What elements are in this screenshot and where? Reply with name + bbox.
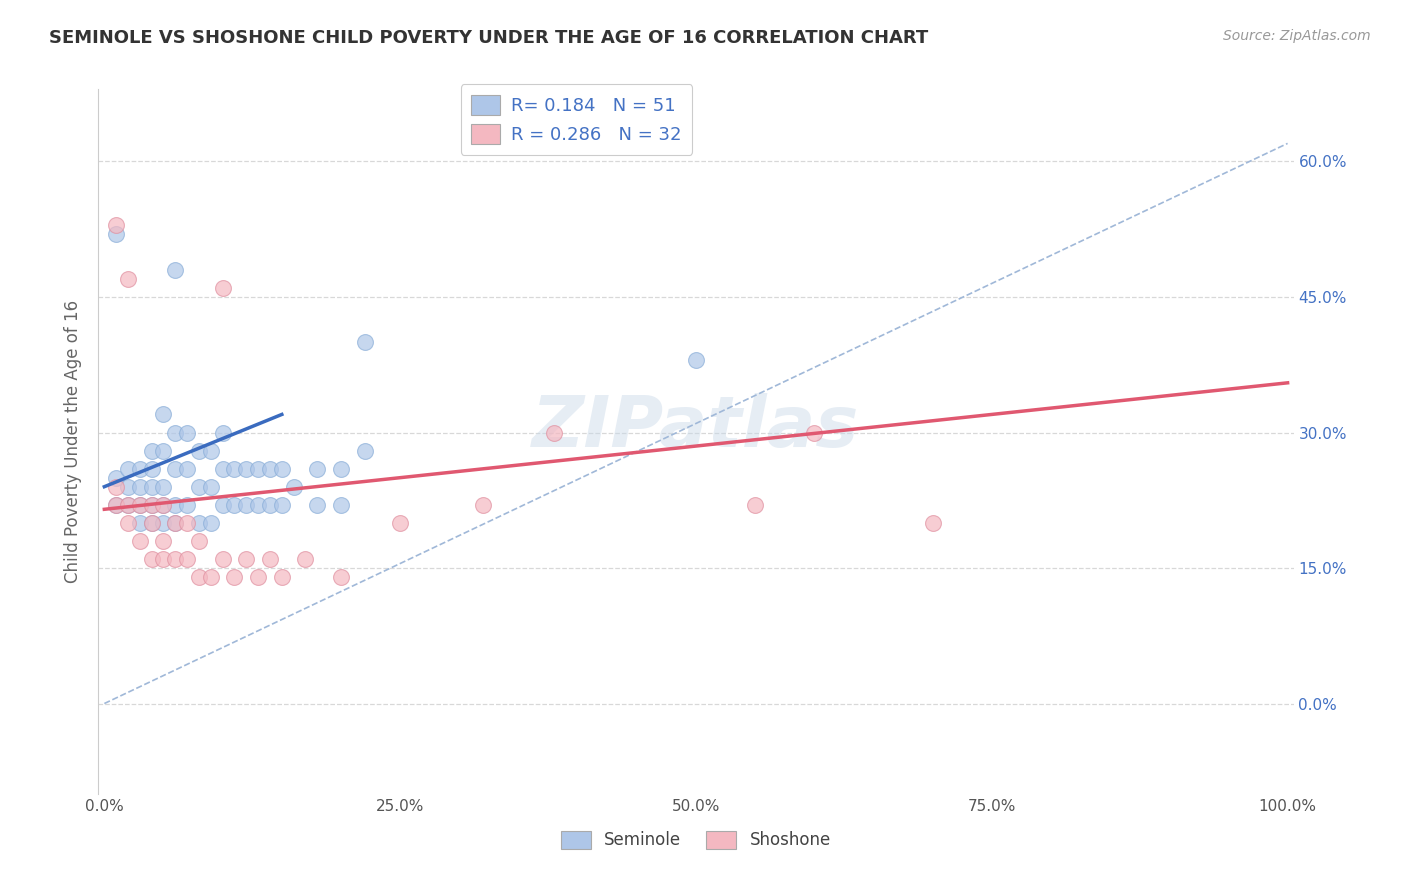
Point <box>270 461 292 475</box>
Point <box>128 498 150 512</box>
Point <box>152 408 174 422</box>
Point <box>188 570 211 584</box>
Point <box>128 498 150 512</box>
Point <box>200 443 222 458</box>
Point <box>165 516 187 530</box>
Point <box>685 353 707 368</box>
Point <box>330 498 353 512</box>
Point <box>224 461 246 475</box>
Point <box>165 461 187 475</box>
Point <box>270 570 292 584</box>
Point <box>152 516 174 530</box>
Point <box>200 516 222 530</box>
Point <box>472 498 495 512</box>
Point <box>353 335 375 350</box>
Point <box>152 498 174 512</box>
Point <box>247 570 270 584</box>
Point <box>188 480 211 494</box>
Point <box>247 498 270 512</box>
Point <box>353 443 375 458</box>
Point <box>105 227 128 241</box>
Point <box>117 461 139 475</box>
Point <box>235 461 257 475</box>
Point <box>105 471 128 485</box>
Point <box>235 552 257 566</box>
Point <box>117 272 139 286</box>
Point <box>188 443 211 458</box>
Point <box>128 480 150 494</box>
Point <box>211 281 233 295</box>
Point <box>105 498 128 512</box>
Point <box>105 498 128 512</box>
Point <box>152 498 174 512</box>
Point <box>165 552 187 566</box>
Point <box>128 516 150 530</box>
Y-axis label: Child Poverty Under the Age of 16: Child Poverty Under the Age of 16 <box>65 300 83 583</box>
Point <box>141 516 163 530</box>
Point <box>117 516 139 530</box>
Point <box>165 498 187 512</box>
Point <box>294 552 316 566</box>
Text: SEMINOLE VS SHOSHONE CHILD POVERTY UNDER THE AGE OF 16 CORRELATION CHART: SEMINOLE VS SHOSHONE CHILD POVERTY UNDER… <box>49 29 928 46</box>
Point <box>259 552 281 566</box>
Point <box>141 516 163 530</box>
Point <box>176 425 198 440</box>
Point <box>176 461 198 475</box>
Point <box>128 461 150 475</box>
Point <box>283 480 305 494</box>
Point <box>270 498 292 512</box>
Point <box>211 425 233 440</box>
Text: ZIPatlas: ZIPatlas <box>533 393 859 462</box>
Point <box>330 570 353 584</box>
Point <box>128 533 150 548</box>
Point <box>307 498 329 512</box>
Point <box>176 516 198 530</box>
Point <box>307 461 329 475</box>
Legend: Seminole, Shoshone: Seminole, Shoshone <box>554 824 838 856</box>
Point <box>188 533 211 548</box>
Point <box>200 570 222 584</box>
Point <box>105 480 128 494</box>
Point <box>165 516 187 530</box>
Point <box>165 425 187 440</box>
Point <box>105 218 128 232</box>
Point <box>117 498 139 512</box>
Point <box>165 263 187 277</box>
Point <box>141 480 163 494</box>
Point <box>152 552 174 566</box>
Point <box>188 516 211 530</box>
Point <box>247 461 270 475</box>
Point <box>211 498 233 512</box>
Point <box>141 498 163 512</box>
Point <box>141 552 163 566</box>
Point <box>117 498 139 512</box>
Point <box>211 552 233 566</box>
Point <box>141 461 163 475</box>
Point <box>224 498 246 512</box>
Text: Source: ZipAtlas.com: Source: ZipAtlas.com <box>1223 29 1371 43</box>
Point <box>152 480 174 494</box>
Point <box>211 461 233 475</box>
Point <box>176 498 198 512</box>
Point <box>744 498 766 512</box>
Point <box>259 461 281 475</box>
Point <box>389 516 412 530</box>
Point <box>152 443 174 458</box>
Point <box>543 425 565 440</box>
Point <box>200 480 222 494</box>
Point <box>224 570 246 584</box>
Point <box>259 498 281 512</box>
Point <box>141 498 163 512</box>
Point <box>803 425 825 440</box>
Point <box>117 480 139 494</box>
Point <box>152 533 174 548</box>
Point <box>141 443 163 458</box>
Point <box>235 498 257 512</box>
Point <box>330 461 353 475</box>
Point <box>176 552 198 566</box>
Point <box>921 516 943 530</box>
